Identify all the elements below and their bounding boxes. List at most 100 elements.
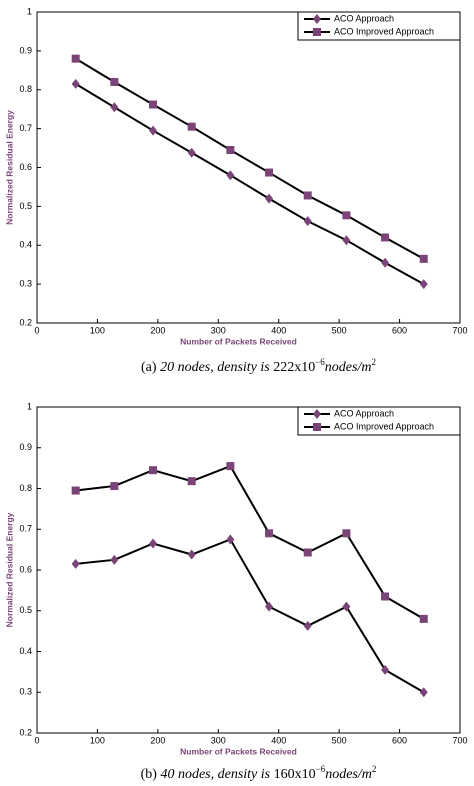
marker-square (342, 211, 351, 220)
caption-number: 222x10 (273, 360, 315, 375)
marker-diamond (149, 538, 158, 549)
plot-frame (36, 11, 461, 324)
marker-square (71, 486, 80, 495)
x-axis-label: Number of Packets Received (180, 746, 297, 756)
y-tick-label: 0.6 (19, 162, 32, 172)
marker-square (149, 466, 158, 475)
caption-exp: −6 (316, 764, 326, 774)
marker-diamond (313, 14, 321, 24)
y-tick-label: 1 (27, 401, 32, 411)
x-tick-label: 600 (392, 735, 407, 745)
y-tick-label: 0.5 (19, 605, 32, 615)
caption: (b) 40 nodes, density is 160x10−6nodes/m… (141, 764, 377, 782)
marker-diamond (303, 216, 312, 227)
x-tick-label: 200 (150, 325, 165, 335)
marker-diamond (110, 554, 119, 565)
marker-square (265, 529, 274, 538)
y-tick-label: 0.6 (19, 564, 32, 574)
legend-label: ACO Approach (334, 408, 394, 418)
caption-unit: nodes/m (325, 360, 372, 375)
marker-diamond (313, 409, 321, 419)
marker-diamond (381, 257, 390, 268)
y-tick-label: 0.4 (19, 646, 32, 656)
x-tick-label: 400 (271, 735, 286, 745)
marker-square (381, 592, 390, 601)
x-tick-label: 300 (211, 325, 226, 335)
caption-text: 20 nodes, density is (160, 360, 270, 375)
marker-diamond (265, 193, 274, 204)
y-tick-label: 0.8 (19, 483, 32, 493)
y-axis-label: Normalized Residual Energy (4, 110, 14, 225)
x-tick-label: 0 (34, 325, 39, 335)
series-line (75, 83, 425, 286)
legend-label: ACO Approach (334, 13, 394, 23)
marker-diamond (419, 687, 428, 698)
caption-exp: −6 (315, 357, 325, 367)
y-tick-label: 0.3 (19, 687, 32, 697)
series-line (75, 538, 425, 694)
series-line (75, 464, 425, 620)
marker-square (226, 462, 235, 471)
y-tick-label: 0.9 (19, 45, 32, 55)
marker-diamond (226, 534, 235, 545)
marker-square (110, 77, 119, 86)
legend-box (297, 406, 461, 436)
x-tick-label: 0 (34, 735, 39, 745)
marker-diamond (303, 620, 312, 631)
marker-diamond (226, 170, 235, 181)
caption-label: (a) (141, 360, 157, 375)
marker-square (303, 191, 312, 200)
caption: (a) 20 nodes, density is 222x10−6nodes/m… (141, 357, 376, 375)
marker-diamond (149, 125, 158, 136)
caption-unit-exp: 2 (371, 357, 376, 367)
marker-diamond (381, 664, 390, 675)
x-tick-label: 100 (90, 325, 105, 335)
marker-diamond (342, 235, 351, 246)
marker-diamond (342, 601, 351, 612)
y-tick-label: 0.4 (19, 240, 32, 250)
marker-square (265, 168, 274, 177)
y-tick-label: 0.7 (19, 524, 32, 534)
marker-square (110, 482, 119, 491)
x-tick-label: 600 (392, 325, 407, 335)
y-tick-label: 0.3 (19, 279, 32, 289)
y-axis-label: Normalized Residual Energy (4, 512, 14, 627)
marker-square (381, 233, 390, 242)
marker-square (303, 548, 312, 557)
marker-diamond (187, 147, 196, 158)
caption-label: (b) (141, 767, 158, 782)
marker-diamond (71, 558, 80, 569)
x-tick-label: 500 (332, 325, 347, 335)
legend-label: ACO Improved Approach (334, 26, 434, 36)
y-tick-label: 0.2 (19, 317, 32, 327)
caption-text: 40 nodes, density is (160, 767, 270, 782)
caption-number: 160x10 (274, 767, 316, 782)
marker-square (187, 477, 196, 486)
marker-diamond (71, 78, 80, 89)
y-tick-label: 1 (27, 6, 32, 16)
marker-square (226, 146, 235, 155)
x-tick-label: 100 (90, 735, 105, 745)
y-tick-label: 0.8 (19, 84, 32, 94)
y-tick-label: 0.9 (19, 442, 32, 452)
marker-square (342, 529, 351, 538)
marker-square (419, 254, 428, 263)
series-line (75, 57, 425, 260)
y-tick-label: 0.5 (19, 201, 32, 211)
marker-diamond (110, 102, 119, 113)
x-tick-label: 200 (150, 735, 165, 745)
marker-square (313, 28, 321, 36)
y-tick-label: 0.2 (19, 727, 32, 737)
x-tick-label: 300 (211, 735, 226, 745)
x-tick-label: 700 (452, 325, 467, 335)
legend-label: ACO Improved Approach (334, 421, 434, 431)
marker-square (71, 54, 80, 63)
x-tick-label: 400 (271, 325, 286, 335)
marker-diamond (419, 279, 428, 290)
x-tick-label: 700 (452, 735, 467, 745)
marker-diamond (187, 549, 196, 560)
x-axis-label: Number of Packets Received (180, 336, 297, 346)
marker-square (419, 614, 428, 623)
marker-diamond (265, 601, 274, 612)
